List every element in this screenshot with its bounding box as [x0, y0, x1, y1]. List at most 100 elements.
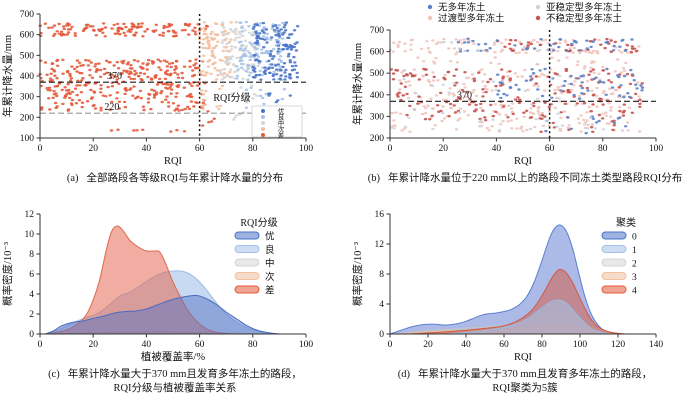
data-point	[219, 72, 223, 75]
data-point	[587, 73, 591, 76]
data-point	[80, 105, 84, 109]
data-point	[204, 89, 208, 93]
data-point	[408, 130, 412, 133]
data-point	[544, 119, 548, 123]
axes	[386, 29, 657, 142]
data-point	[409, 43, 413, 46]
data-point	[543, 67, 547, 71]
data-point	[407, 80, 411, 83]
data-point	[424, 73, 429, 77]
caption-a-label: (a)	[66, 173, 79, 184]
data-point	[579, 84, 583, 88]
data-point	[497, 62, 501, 65]
data-point	[149, 107, 153, 111]
data-point	[598, 78, 602, 81]
data-point	[543, 38, 548, 42]
data-point	[395, 93, 399, 96]
data-point	[524, 79, 529, 82]
data-point	[61, 102, 65, 106]
data-point	[224, 37, 229, 40]
data-point	[215, 22, 219, 26]
data-point	[495, 39, 499, 42]
data-point	[583, 49, 587, 52]
data-point	[566, 89, 570, 92]
data-point	[204, 33, 208, 36]
data-point	[187, 23, 192, 26]
data-point	[55, 59, 59, 63]
data-point	[109, 129, 114, 132]
data-point	[146, 58, 151, 62]
data-point	[391, 78, 396, 81]
data-point	[69, 77, 74, 80]
data-point	[68, 74, 72, 78]
legend-label-1: 1	[632, 246, 637, 256]
data-point	[481, 95, 485, 98]
data-point	[635, 87, 639, 90]
legend-label-不稳定型多年冻土: 不稳定型多年冻土	[546, 13, 623, 25]
data-point	[577, 94, 582, 98]
data-point	[540, 72, 544, 76]
data-point	[491, 80, 496, 83]
data-point	[110, 100, 114, 104]
data-point	[602, 89, 606, 93]
data-point	[145, 68, 149, 71]
data-point	[517, 98, 522, 101]
data-point	[425, 40, 429, 43]
data-point	[483, 42, 488, 46]
data-point	[572, 93, 576, 97]
data-point	[606, 72, 611, 75]
data-point	[477, 43, 481, 46]
data-point	[233, 38, 237, 42]
data-point	[531, 112, 536, 115]
data-point	[194, 33, 198, 36]
legend-swatch-3	[601, 272, 627, 280]
data-point	[402, 74, 406, 78]
data-point	[406, 96, 411, 100]
data-point	[526, 44, 530, 47]
data-point	[610, 120, 614, 123]
data-point	[238, 32, 243, 36]
data-point	[638, 105, 642, 109]
data-point	[517, 51, 521, 54]
scatter-group-优	[251, 21, 300, 104]
data-point	[165, 95, 169, 98]
data-point	[558, 129, 563, 132]
data-point	[49, 72, 53, 76]
data-point	[225, 59, 230, 62]
data-point	[60, 88, 64, 92]
data-point	[494, 84, 498, 88]
data-point	[286, 36, 290, 39]
data-point	[187, 94, 191, 97]
data-point	[279, 55, 283, 58]
data-point	[523, 68, 527, 72]
data-point	[468, 98, 472, 101]
x-tick-label: 60	[195, 340, 205, 350]
data-point	[513, 44, 517, 47]
data-point	[276, 50, 280, 53]
data-point	[420, 112, 425, 116]
data-point	[288, 77, 293, 80]
data-point	[294, 64, 298, 68]
data-point	[270, 27, 274, 30]
legend-label-3: 3	[632, 273, 637, 283]
data-point	[417, 78, 421, 81]
data-point	[630, 111, 634, 115]
data-point	[279, 74, 283, 77]
data-point	[529, 107, 533, 110]
data-point	[251, 97, 255, 100]
data-point	[485, 126, 490, 130]
data-point	[412, 108, 417, 111]
data-point	[262, 31, 266, 34]
data-point	[229, 21, 233, 24]
data-point	[189, 100, 194, 103]
x-tick-label: 120	[611, 340, 626, 350]
data-point	[125, 70, 129, 74]
plot-d: 0 20 40 60 80 100 120 1400481216RQI概率密度/10⁻³聚类0…	[351, 210, 663, 363]
data-point	[541, 124, 546, 128]
data-point	[243, 54, 248, 57]
data-point	[439, 41, 443, 44]
y-tick-label: 0	[379, 330, 384, 340]
data-point	[630, 73, 635, 76]
data-point	[267, 67, 271, 70]
data-point	[116, 128, 120, 131]
